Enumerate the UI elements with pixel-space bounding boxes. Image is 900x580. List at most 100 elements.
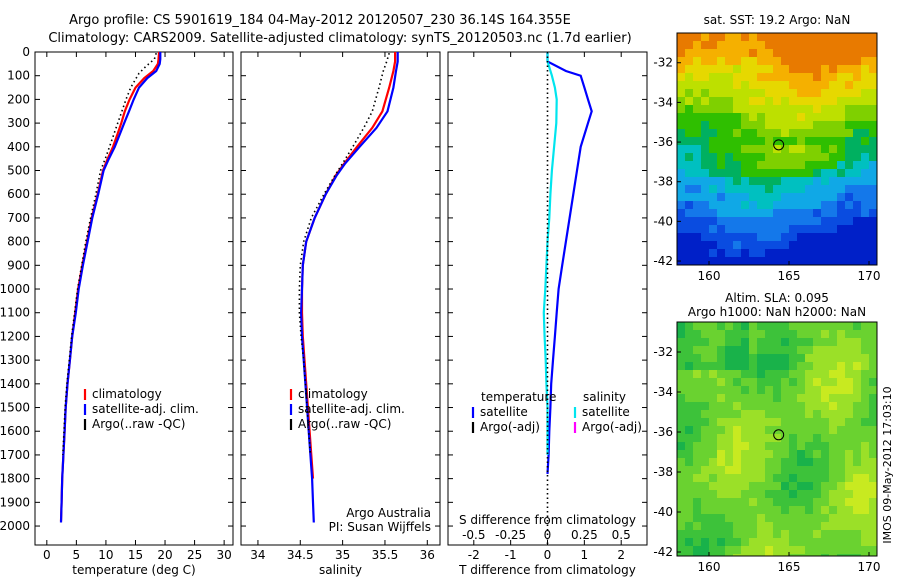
sst_map-cell — [741, 41, 749, 49]
sst_map-cell — [821, 145, 829, 153]
sla_map-cell — [725, 338, 733, 346]
sst_map-cell — [853, 121, 861, 129]
sla_map-cell — [709, 426, 717, 434]
sst_map-cell — [869, 81, 877, 89]
sst_map-cell — [757, 121, 765, 129]
sla_map-cell — [813, 530, 821, 538]
sst_map-cell — [717, 201, 725, 209]
sst_map-cell — [861, 73, 869, 81]
sla_map-cell — [797, 530, 805, 538]
sla_map-cell — [701, 546, 709, 554]
sla_map-cell — [789, 490, 797, 498]
sst_map-cell — [685, 249, 693, 257]
sla_map-cell — [765, 354, 773, 362]
sla_map-cell — [741, 466, 749, 474]
difference-legend-label-salinity: Argo(-adj) — [582, 420, 642, 434]
sst_map-cell — [861, 129, 869, 137]
sst_map-cell — [853, 249, 861, 257]
sla_map-cell — [709, 522, 717, 530]
sla_map-cell — [677, 546, 685, 554]
sst_map-cell — [861, 257, 869, 265]
sla_map-cell — [765, 450, 773, 458]
salinity-axes-frame — [240, 51, 441, 546]
sla_map-cell — [869, 378, 877, 386]
salinity-series-argo-raw-qc- — [298, 52, 390, 455]
sla_map-cell — [733, 434, 741, 442]
sla_map-cell — [821, 370, 829, 378]
sla_map-cell — [733, 386, 741, 394]
sst_map-cell — [685, 89, 693, 97]
sst_map-ytick-label: -36 — [653, 135, 673, 149]
sla_map-cell — [797, 458, 805, 466]
sla_map-cell — [693, 474, 701, 482]
sst_map-cell — [845, 97, 853, 105]
sst_map-cell — [781, 161, 789, 169]
sst_map-cell — [709, 241, 717, 249]
sla_map-cell — [861, 394, 869, 402]
sst_map-cell — [781, 257, 789, 265]
sst_map-cell — [869, 89, 877, 97]
sst_map-cell — [725, 49, 733, 57]
sla_map-cell — [845, 458, 853, 466]
sla_map-cell — [821, 482, 829, 490]
title-line-2: Climatology: CARS2009. Satellite-adjuste… — [48, 31, 631, 46]
sla_map-cell — [829, 370, 837, 378]
sst_map-cell — [773, 209, 781, 217]
sst_map-cell — [837, 217, 845, 225]
sla_map-cell — [773, 330, 781, 338]
sst_map-cell — [741, 137, 749, 145]
sst_map-cell — [757, 153, 765, 161]
sla_map-cell — [813, 378, 821, 386]
sst_map-cell — [845, 233, 853, 241]
sla_map-cell — [693, 522, 701, 530]
sla_map-cell — [837, 418, 845, 426]
sla_map-cell — [797, 506, 805, 514]
sst_map-cell — [821, 113, 829, 121]
sla_map-cell — [797, 402, 805, 410]
sst_map-cell — [765, 145, 773, 153]
sla_map-cell — [709, 354, 717, 362]
sla_map-cell — [749, 410, 757, 418]
sla_map-cell — [717, 410, 725, 418]
sla_map-cell — [805, 522, 813, 530]
sla_map-cell — [845, 506, 853, 514]
sst_map-cell — [869, 233, 877, 241]
sla_map-cell — [837, 466, 845, 474]
sla_map-cell — [717, 482, 725, 490]
sla_map-cell — [837, 330, 845, 338]
sst_map-cell — [789, 233, 797, 241]
sst_map-cell — [725, 225, 733, 233]
sst_map-cell — [765, 233, 773, 241]
sla_map-cell — [805, 498, 813, 506]
sla_map-cell — [853, 522, 861, 530]
sla_map-cell — [781, 362, 789, 370]
sla_map-cell — [685, 378, 693, 386]
sst_map-cell — [741, 233, 749, 241]
sla_map-xtick-label: 160 — [698, 560, 721, 574]
sla_map-cell — [837, 362, 845, 370]
sla_map-cell — [677, 434, 685, 442]
sla_map-cell — [789, 530, 797, 538]
sst_map-cell — [861, 233, 869, 241]
sst_map-cell — [805, 193, 813, 201]
sla_map-cell — [725, 522, 733, 530]
sla_map-cell — [861, 442, 869, 450]
sst_map-cell — [797, 193, 805, 201]
sla_map-cell — [813, 506, 821, 514]
sla_map-cell — [781, 450, 789, 458]
sst_map-cell — [701, 97, 709, 105]
sla_map-field — [677, 322, 877, 556]
sst_map-cell — [789, 129, 797, 137]
sst_map-cell — [797, 129, 805, 137]
sla_map-cell — [805, 506, 813, 514]
sla_map-cell — [805, 458, 813, 466]
sst_map-cell — [869, 97, 877, 105]
sla_map-cell — [701, 410, 709, 418]
sla_map-cell — [797, 394, 805, 402]
sst_map-cell — [797, 49, 805, 57]
sla_map-cell — [677, 370, 685, 378]
sla_map-cell — [853, 514, 861, 522]
sst_map-cell — [805, 201, 813, 209]
sst_map-cell — [861, 97, 869, 105]
